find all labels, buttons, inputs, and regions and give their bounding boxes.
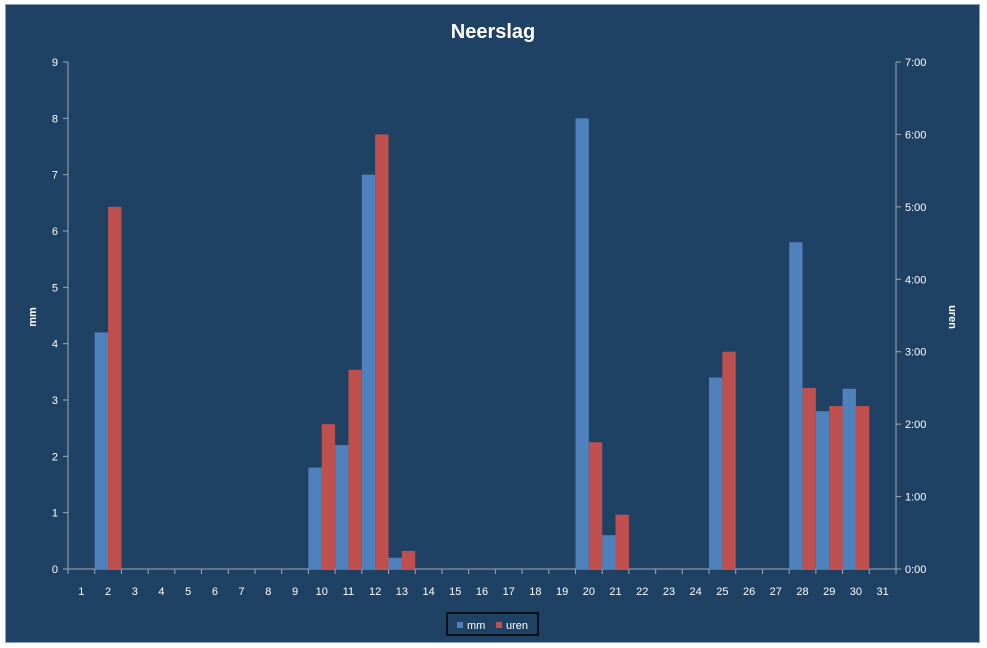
- x-tick-label: 12: [369, 586, 381, 598]
- y-right-tick-label: 1:00: [905, 492, 926, 504]
- x-tick-label: 16: [476, 586, 488, 598]
- y-left-tick-label: 8: [52, 113, 58, 125]
- x-tick-label: 10: [316, 586, 328, 598]
- axes-layer: 01234567890:001:002:003:004:005:006:007:…: [52, 57, 927, 598]
- bar-uren-11: [348, 369, 362, 569]
- bar-uren-13: [401, 550, 416, 569]
- bar-uren-28: [802, 387, 816, 569]
- chart-title: Neerslag: [451, 21, 536, 43]
- x-tick-label: 9: [292, 586, 298, 598]
- bar-mm-28: [789, 242, 803, 569]
- bar-mm-29: [815, 411, 830, 569]
- x-tick-label: 24: [690, 586, 702, 598]
- x-tick-label: 15: [449, 586, 461, 598]
- x-tick-label: 4: [158, 586, 164, 598]
- bar-mm-21: [602, 535, 616, 569]
- x-tick-label: 23: [663, 586, 675, 598]
- bar-uren-30: [855, 406, 870, 569]
- bar-mm-11: [335, 445, 349, 569]
- bar-uren-29: [829, 406, 843, 569]
- x-tick-label: 31: [877, 586, 889, 598]
- x-tick-label: 27: [770, 586, 782, 598]
- x-tick-label: 8: [265, 586, 271, 598]
- x-tick-label: 3: [132, 586, 138, 598]
- bar-mm-2: [94, 332, 109, 569]
- y-left-tick-label: 2: [52, 451, 58, 463]
- x-tick-label: 1: [78, 586, 84, 598]
- bar-mm-10: [308, 467, 322, 569]
- bar-uren-12: [375, 134, 389, 569]
- y-axis-left-title: mm: [27, 307, 39, 327]
- x-tick-label: 6: [212, 586, 218, 598]
- legend-label-mm: mm: [467, 620, 485, 632]
- y-left-tick-label: 4: [52, 339, 58, 351]
- y-left-tick-label: 1: [52, 508, 58, 520]
- y-left-tick-label: 7: [52, 170, 58, 182]
- x-tick-label: 21: [609, 586, 621, 598]
- x-tick-label: 7: [239, 586, 245, 598]
- x-tick-label: 11: [343, 586, 354, 598]
- legend-swatch-uren: [496, 622, 502, 628]
- x-tick-label: 2: [105, 586, 111, 598]
- y-right-tick-label: 2:00: [905, 419, 926, 431]
- y-right-tick-label: 5:00: [905, 202, 926, 214]
- y-left-tick-label: 6: [52, 226, 58, 238]
- bar-uren-10: [321, 424, 336, 569]
- bar-mm-13: [388, 557, 402, 569]
- bar-mm-25: [709, 377, 723, 569]
- y-right-tick-label: 7:00: [905, 57, 926, 69]
- x-tick-label: 29: [823, 586, 835, 598]
- x-tick-label: 22: [636, 586, 648, 598]
- x-tick-label: 26: [743, 586, 755, 598]
- legend-box: [446, 612, 539, 636]
- x-tick-label: 28: [796, 586, 808, 598]
- bar-uren-21: [615, 514, 629, 569]
- y-right-tick-label: 6:00: [905, 129, 926, 141]
- chart-frame: Neerslag mm uren 0 1 2 3 4 5 6 7 8 9 0:00 1:00 2:00 3…: [5, 4, 980, 643]
- y-right-tick-label: 3:00: [905, 347, 926, 359]
- x-tick-label: 14: [422, 586, 434, 598]
- y-left-tick-label: 3: [52, 395, 58, 407]
- bar-uren-2: [108, 206, 122, 569]
- legend-swatch-mm: [457, 622, 463, 628]
- chart-svg: Neerslag mm uren 01234567890:001:002:003…: [27, 21, 958, 636]
- x-tick-label: 18: [529, 586, 541, 598]
- legend: mm uren: [446, 612, 539, 636]
- x-tick-label: 25: [716, 586, 728, 598]
- y-right-tick-label: 4:00: [905, 274, 926, 286]
- y-axis-right-title: uren: [946, 305, 958, 329]
- legend-label-uren: uren: [506, 620, 528, 632]
- x-tick-label: 13: [396, 586, 408, 598]
- x-tick-label: 17: [503, 586, 515, 598]
- y-left-tick-label: 0: [52, 564, 58, 576]
- x-tick-label: 20: [583, 586, 595, 598]
- bars-layer: [94, 118, 870, 569]
- bar-mm-12: [361, 174, 376, 569]
- x-tick-label: 19: [556, 586, 568, 598]
- y-left-tick-label: 5: [52, 282, 58, 294]
- y-right-tick-label: 0:00: [905, 564, 926, 576]
- x-tick-label: 30: [850, 586, 862, 598]
- y-left-tick-label: 9: [52, 57, 58, 69]
- x-tick-label: 5: [185, 586, 191, 598]
- bar-uren-25: [722, 351, 736, 569]
- bar-mm-30: [842, 388, 856, 569]
- bar-mm-20: [575, 118, 589, 569]
- bar-uren-20: [588, 442, 603, 569]
